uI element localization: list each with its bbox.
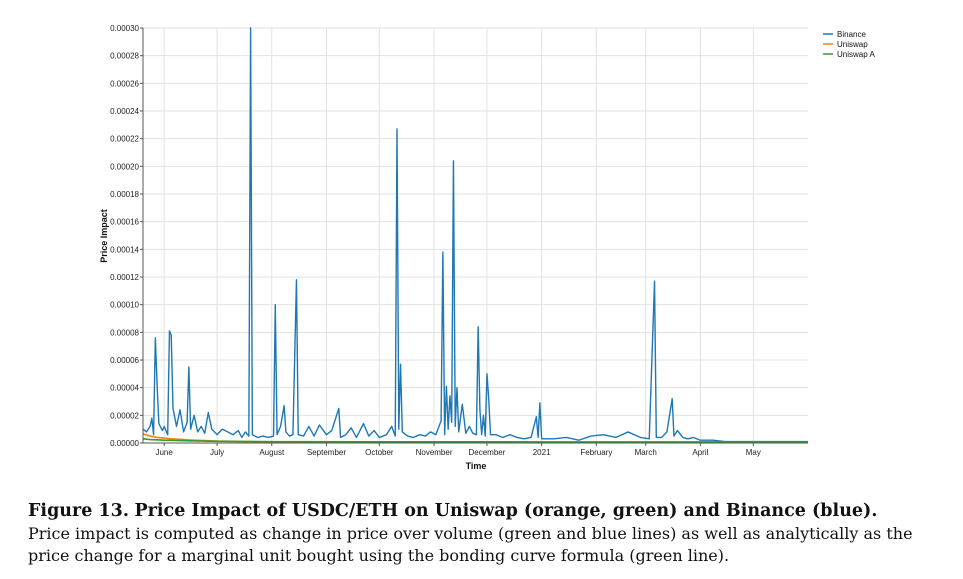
y-tick-label: 0.00008 — [110, 328, 139, 337]
x-tick-labels: June July August September October November De… — [155, 448, 760, 457]
series-line-uniswap-a — [142, 438, 808, 443]
chart-container: 0.00000 0.00002 0.00004 0.00006 0.00008 0.000… — [99, 24, 875, 471]
y-tick-label: 0.00018 — [110, 190, 139, 199]
y-tick-label: 0.00004 — [110, 384, 139, 393]
y-tick-label: 0.00016 — [110, 218, 139, 227]
x-tick-label: 2021 — [533, 448, 551, 457]
y-tick-label: 0.00010 — [110, 301, 139, 310]
x-tick-label: December — [469, 448, 506, 457]
caption-title: Price Impact of USDC/ETH on Uniswap (ora… — [134, 501, 878, 521]
x-axis-title: Time — [466, 461, 487, 471]
y-tick-label: 0.00028 — [110, 52, 139, 61]
y-axis-title: Price Impact — [99, 209, 109, 263]
x-tick-label: November — [416, 448, 453, 457]
x-tick-label: October — [365, 448, 394, 457]
x-tick-label: September — [307, 448, 346, 457]
y-tick-label: 0.00002 — [110, 411, 139, 420]
y-tick-label: 0.00006 — [110, 356, 139, 365]
x-tick-label: June — [155, 448, 173, 457]
y-tick-label: 0.00012 — [110, 273, 139, 282]
y-tick-label: 0.00024 — [110, 107, 139, 116]
y-tick-label: 0.00020 — [110, 162, 139, 171]
y-tick-labels: 0.00000 0.00002 0.00004 0.00006 0.00008 0.000… — [110, 24, 139, 448]
legend-label: Uniswap A — [837, 50, 875, 59]
x-tick-label: August — [259, 448, 285, 457]
grid — [143, 27, 808, 444]
caption-label: Figure 13. — [28, 501, 129, 521]
series-line-binance — [142, 27, 808, 443]
plot-area — [143, 28, 808, 443]
axes — [140, 27, 808, 446]
x-tick-label: July — [210, 448, 224, 457]
y-tick-label: 0.00026 — [110, 79, 139, 88]
caption-heading: Figure 13. Price Impact of USDC/ETH on U… — [28, 500, 948, 523]
x-tick-label: February — [580, 448, 612, 457]
y-tick-label: 0.00030 — [110, 24, 139, 33]
y-tick-label: 0.00014 — [110, 245, 139, 254]
caption-body: Price impact is computed as change in pr… — [28, 524, 913, 565]
x-tick-label: April — [692, 448, 708, 457]
figure-caption: Figure 13. Price Impact of USDC/ETH on U… — [28, 500, 948, 567]
legend-label: Binance — [837, 30, 866, 39]
x-tick-label: May — [746, 448, 761, 457]
y-tick-label: 0.00000 — [110, 439, 139, 448]
y-tick-label: 0.00022 — [110, 135, 139, 144]
series-layer — [142, 27, 809, 444]
x-tick-label: March — [635, 448, 657, 457]
legend-label: Uniswap — [837, 40, 868, 49]
price-impact-chart: 0.00000 0.00002 0.00004 0.00006 0.00008 0.000… — [99, 24, 875, 471]
